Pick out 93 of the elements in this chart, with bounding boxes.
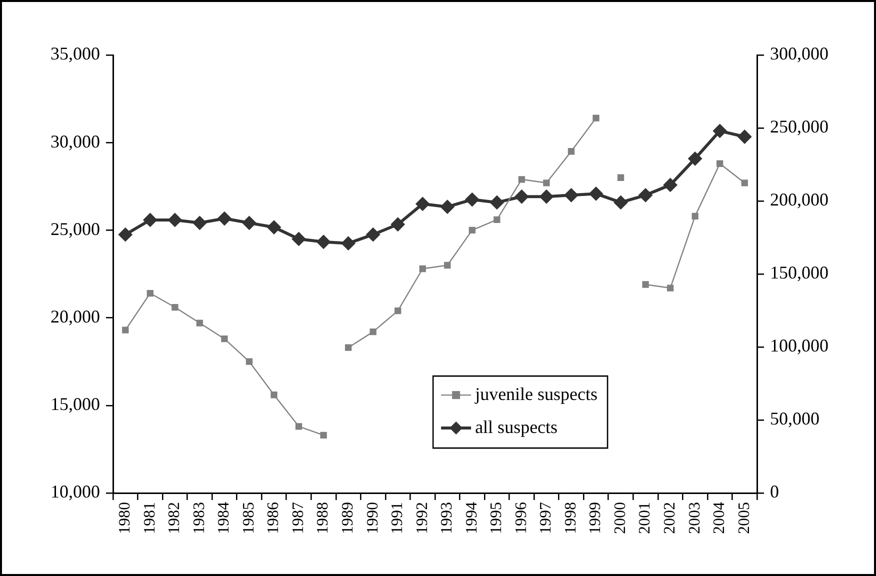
x-tick-label: 2004	[711, 502, 728, 534]
point	[465, 192, 480, 207]
point	[638, 188, 653, 202]
point	[518, 176, 526, 183]
x-tick-label: 1987	[290, 502, 307, 534]
point	[341, 236, 356, 250]
y-tick-label: 15,000	[50, 394, 100, 414]
point	[217, 212, 232, 226]
x-tick-label: 1982	[166, 502, 184, 534]
x-tick-label: 1997	[538, 502, 555, 534]
x-tick-label: 1992	[414, 502, 431, 534]
legend-label: all suspects	[475, 416, 558, 437]
point	[295, 423, 302, 430]
x-tick-label: 1988	[314, 502, 332, 534]
point	[168, 212, 182, 227]
point	[614, 195, 628, 210]
x-tick-label: 1989	[340, 502, 357, 534]
point	[468, 226, 476, 234]
point	[416, 196, 430, 211]
x-tick-label: 1990	[364, 502, 382, 534]
point	[642, 281, 649, 288]
point	[494, 216, 500, 224]
point	[738, 130, 752, 144]
point	[663, 178, 678, 192]
x-tick-label: 1984	[216, 502, 233, 534]
point	[118, 228, 132, 242]
point	[122, 326, 129, 334]
point	[366, 228, 380, 242]
point	[146, 290, 154, 297]
x-tick-label: 1993	[438, 502, 456, 534]
point	[143, 212, 158, 227]
point	[394, 307, 402, 314]
point	[539, 190, 554, 204]
point	[568, 148, 575, 155]
point	[370, 328, 376, 336]
y-tick-label: 35,000	[50, 44, 100, 64]
y2-tick-label: 0	[770, 482, 779, 502]
x-tick-label: 1991	[389, 502, 406, 534]
point	[666, 284, 674, 292]
x-tick-label: 1995	[488, 502, 506, 534]
legend-label: juvenile suspects	[474, 384, 598, 404]
point	[344, 344, 352, 351]
x-tick-label: 1998	[562, 502, 580, 534]
point	[267, 220, 281, 234]
point	[490, 195, 504, 210]
y2-tick-label: 150,000	[770, 262, 828, 283]
point	[292, 232, 306, 246]
point	[172, 304, 178, 311]
point	[316, 234, 331, 249]
point	[192, 216, 207, 230]
x-tick-label: 1981	[141, 502, 158, 534]
y-tick-label: 25,000	[50, 218, 100, 239]
point	[419, 265, 426, 272]
x-tick-label: 2001	[636, 502, 654, 534]
x-tick-label: 1996	[512, 502, 530, 534]
x-tick-label: 1980	[116, 502, 134, 534]
y2-tick-label: 250,000	[770, 116, 828, 137]
x-tick-label: 2002	[662, 502, 679, 534]
point	[589, 186, 603, 201]
point	[716, 160, 724, 167]
x-tick-label: 1983	[190, 502, 208, 534]
y2-tick-label: 300,000	[770, 44, 828, 64]
point	[270, 392, 278, 398]
point	[444, 262, 451, 269]
x-tick-label: 2003	[686, 502, 704, 534]
point	[514, 190, 529, 204]
point	[692, 212, 698, 220]
point	[221, 335, 228, 342]
point	[564, 188, 578, 202]
point	[543, 180, 550, 186]
point	[741, 180, 748, 186]
y2-tick-label: 200,000	[770, 190, 828, 210]
x-tick-label: 1994	[463, 502, 480, 534]
point	[390, 217, 405, 232]
y-tick-label: 10,000	[50, 482, 100, 502]
point	[617, 174, 624, 181]
point	[246, 358, 253, 365]
y2-tick-label: 50,000	[770, 408, 820, 429]
x-tick-label: 1986	[265, 502, 282, 534]
x-tick-label: 2000	[612, 502, 629, 534]
y2-tick-label: 100,000	[770, 336, 828, 356]
point	[320, 432, 327, 439]
point	[688, 152, 702, 166]
x-tick-label: 1999	[587, 502, 604, 534]
x-tick-label: 1985	[240, 502, 258, 534]
x-tick-label: 2005	[736, 502, 753, 534]
point	[440, 200, 454, 214]
point	[712, 124, 727, 138]
y-tick-label: 20,000	[50, 306, 100, 327]
point	[242, 216, 256, 230]
y-tick-label: 30,000	[50, 131, 100, 152]
point	[592, 114, 600, 122]
point	[196, 320, 204, 326]
